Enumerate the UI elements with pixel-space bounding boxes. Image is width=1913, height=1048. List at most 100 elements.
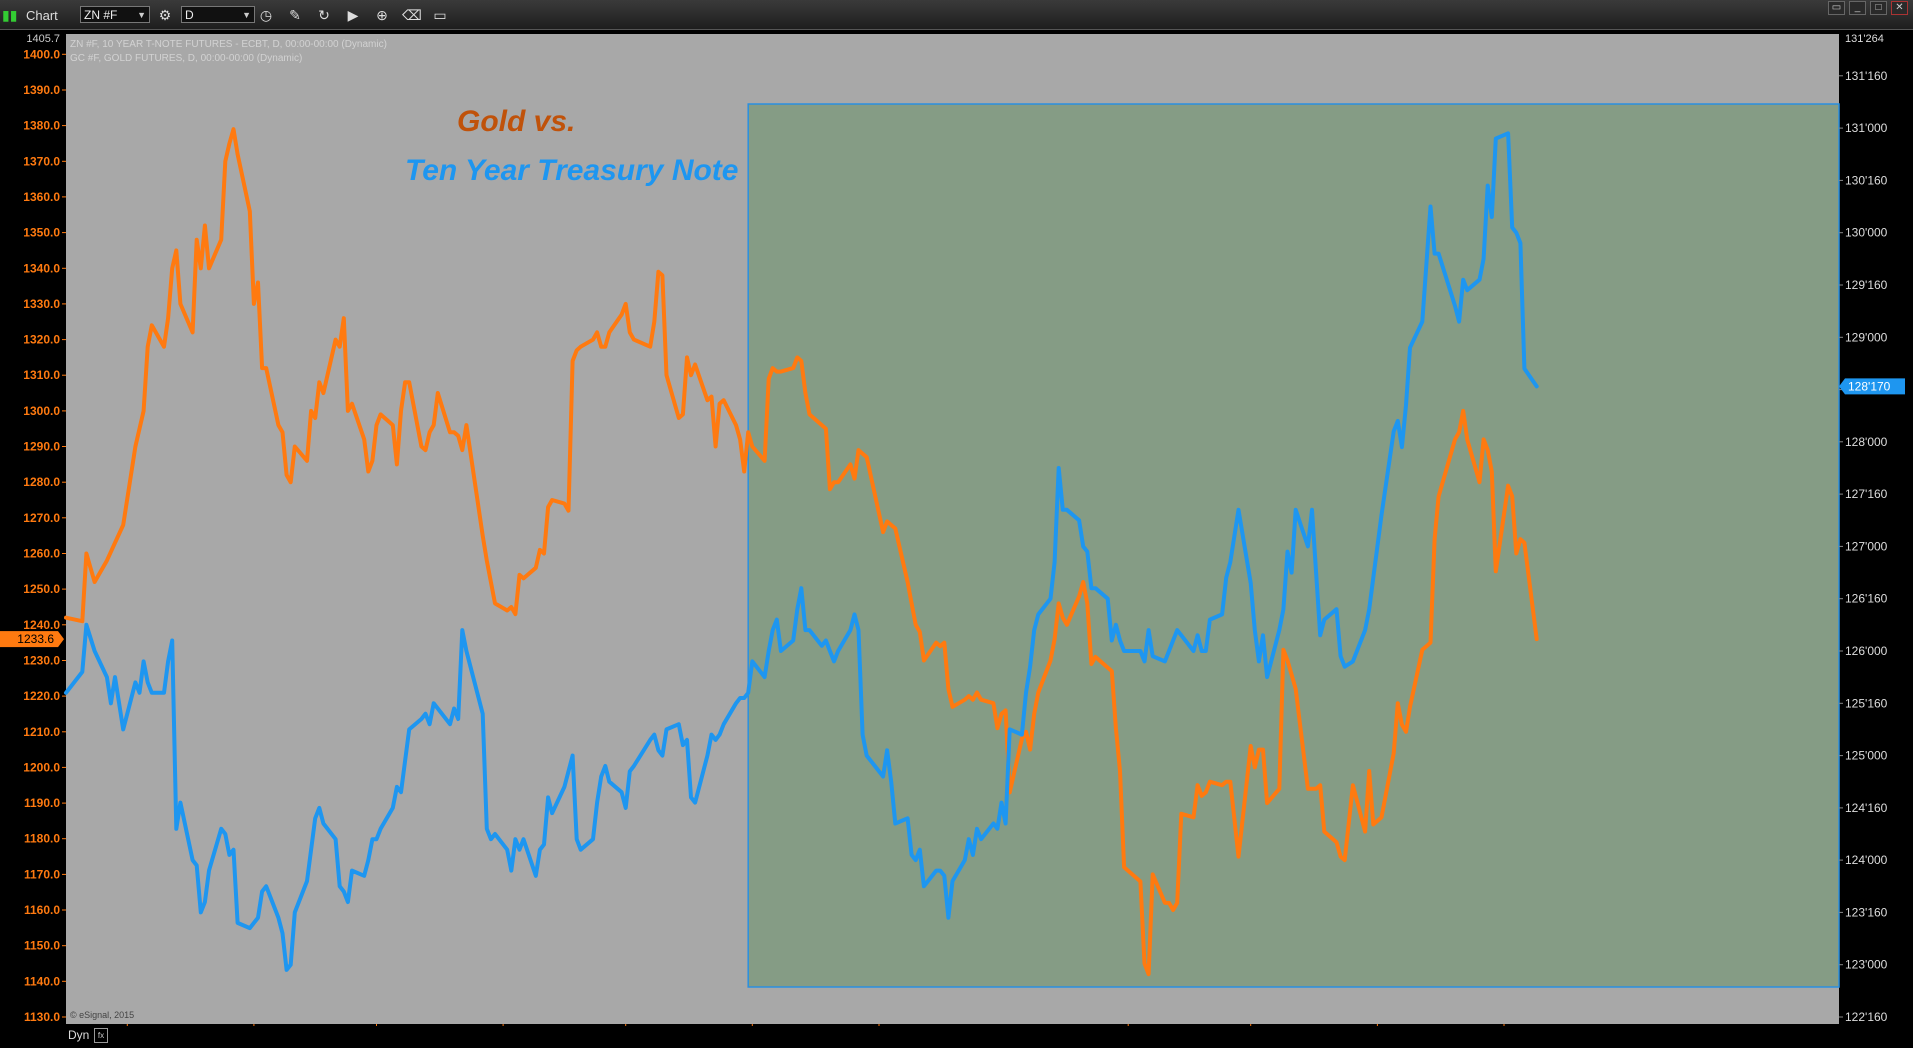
data-point-1-201 — [1254, 629, 1256, 631]
data-point-0-191 — [1205, 791, 1207, 793]
data-point-0-220 — [1393, 752, 1395, 754]
data-point-1-244 — [1515, 232, 1517, 234]
data-point-1-160 — [1009, 728, 1011, 730]
data-point-1-204 — [1266, 676, 1268, 678]
data-point-1-54 — [392, 807, 394, 809]
data-point-1-74 — [510, 870, 512, 872]
data-point-0-64 — [461, 449, 463, 451]
data-point-1-26 — [228, 854, 230, 856]
data-point-1-80 — [543, 844, 545, 845]
data-point-0-236 — [1487, 449, 1489, 451]
data-point-0-24 — [233, 128, 234, 130]
play-icon[interactable]: ▶ — [347, 7, 359, 23]
data-point-1-176 — [1107, 598, 1109, 600]
data-point-0-111 — [743, 471, 745, 472]
zoom-icon[interactable]: ⊕ — [376, 7, 388, 23]
left-tick-label-11: 1290.0 — [23, 440, 60, 454]
data-point-1-190 — [1180, 634, 1182, 636]
data-point-1-63 — [437, 708, 439, 709]
data-point-0-173 — [1107, 667, 1109, 669]
data-point-0-130 — [854, 478, 855, 480]
data-point-0-68 — [490, 581, 492, 583]
curve-icon[interactable]: ↻ — [318, 7, 330, 23]
data-point-0-174 — [1111, 670, 1113, 672]
data-point-0-208 — [1311, 788, 1313, 790]
data-point-1-147 — [939, 870, 941, 872]
data-point-1-90 — [600, 776, 602, 777]
data-point-1-84 — [568, 770, 569, 772]
data-point-1-65 — [453, 708, 455, 709]
chart-app-icon: ▮▮ — [2, 7, 18, 23]
data-point-1-91 — [604, 765, 606, 767]
data-point-0-237 — [1491, 471, 1493, 472]
data-point-1-181 — [1135, 650, 1137, 652]
data-point-0-15 — [179, 303, 181, 305]
data-point-1-101 — [666, 728, 667, 730]
data-point-1-4 — [106, 676, 108, 678]
data-point-0-140 — [915, 624, 917, 626]
data-point-1-12 — [147, 681, 149, 683]
data-point-1-222 — [1381, 514, 1382, 516]
minimize-icon[interactable]: _ — [1849, 1, 1866, 15]
data-point-1-189 — [1176, 629, 1178, 631]
left-tick-label-15: 1250.0 — [23, 582, 60, 596]
data-point-1-117 — [764, 676, 766, 678]
x-axis: MarAprMayJunJulAugSep09/30/2014NovDec201… — [126, 1024, 1505, 1026]
restore-icon[interactable]: ▭ — [1828, 1, 1845, 15]
data-point-0-41 — [335, 339, 337, 341]
data-point-0-215 — [1352, 784, 1354, 786]
data-point-0-39 — [318, 381, 320, 383]
data-point-1-39 — [306, 880, 308, 882]
left-tick-label-16: 1240.0 — [23, 618, 60, 632]
comment-icon[interactable]: ▭ — [433, 7, 447, 23]
data-point-0-32 — [282, 431, 283, 433]
data-point-1-234 — [1458, 321, 1460, 323]
clock-icon[interactable]: ◷ — [259, 7, 273, 23]
right-tick-label-10: 126'160 — [1845, 592, 1888, 606]
series-line-1[interactable] — [64, 131, 1539, 972]
left-last-value-box — [0, 631, 58, 648]
data-point-1-9 — [134, 681, 136, 683]
left-tick-label-13: 1270.0 — [23, 511, 60, 525]
left-tick-label-8: 1320.0 — [23, 333, 60, 347]
pencil-icon[interactable]: ✎ — [289, 7, 301, 23]
data-point-1-156 — [992, 823, 994, 824]
symbol-value: ZN #F — [84, 8, 118, 22]
data-point-1-187 — [1168, 650, 1170, 652]
symbol-input[interactable]: ZN #F ▼ — [80, 6, 150, 23]
data-point-1-32 — [261, 891, 263, 892]
right-tick-label-8: 127'160 — [1845, 487, 1888, 501]
close-icon[interactable]: ✕ — [1891, 1, 1908, 15]
data-point-1-183 — [1144, 660, 1145, 662]
data-point-0-224 — [1409, 706, 1411, 708]
settings-icon[interactable]: ⚙ — [158, 7, 172, 23]
right-tick-label-5: 129'000 — [1845, 330, 1888, 344]
maximize-icon[interactable]: □ — [1870, 1, 1887, 15]
data-point-0-178 — [1135, 877, 1137, 879]
data-point-1-13 — [151, 692, 153, 694]
data-point-0-196 — [1238, 856, 1239, 858]
data-point-0-25 — [237, 153, 239, 155]
data-point-1-67 — [461, 629, 463, 631]
data-point-0-232 — [1462, 410, 1464, 412]
interval-input[interactable]: D ▼ — [181, 6, 255, 23]
data-point-1-210 — [1307, 545, 1309, 547]
data-point-1-20 — [196, 864, 198, 866]
data-point-1-85 — [572, 755, 574, 757]
data-point-1-125 — [804, 629, 806, 631]
data-point-1-87 — [580, 849, 582, 851]
eraser-icon[interactable]: ⌫ — [402, 7, 422, 23]
right-tick-label-4: 129'160 — [1845, 278, 1888, 292]
data-point-0-34 — [290, 481, 292, 483]
data-point-0-162 — [1037, 692, 1039, 693]
data-point-0-6 — [122, 524, 124, 526]
data-point-1-172 — [1082, 545, 1084, 547]
price-chart[interactable]: ZN #F, 10 YEAR T-NOTE FUTURES - ECBT, D,… — [0, 30, 1913, 1026]
data-point-1-159 — [1005, 823, 1007, 824]
data-point-1-40 — [310, 849, 312, 851]
data-point-1-215 — [1336, 608, 1337, 610]
data-point-1-86 — [576, 838, 578, 840]
data-point-1-41 — [314, 817, 316, 819]
data-point-0-102 — [690, 374, 692, 376]
scale-toggle-icon[interactable]: fx — [94, 1028, 108, 1043]
